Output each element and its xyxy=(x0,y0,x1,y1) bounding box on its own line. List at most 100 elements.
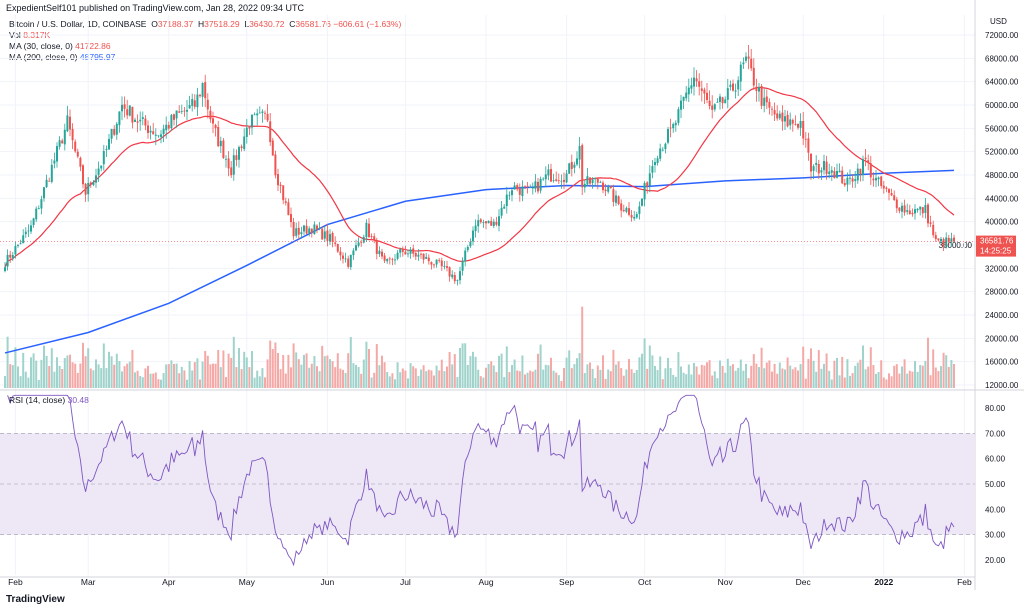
candle-body xyxy=(35,208,38,220)
volume-bar xyxy=(391,373,394,388)
candle-body xyxy=(282,185,285,201)
candle-body xyxy=(823,161,825,171)
candle-body xyxy=(568,163,571,174)
candle-body xyxy=(373,236,376,240)
volume-bar xyxy=(518,371,521,388)
volume-bar xyxy=(414,368,417,388)
candle-body xyxy=(669,127,672,129)
volume-bar xyxy=(843,377,846,388)
volume-bar xyxy=(459,347,461,388)
candle-body xyxy=(544,174,547,180)
candle-body xyxy=(170,114,173,129)
candle-body xyxy=(726,88,729,100)
volume-bar xyxy=(425,371,428,388)
candle-body xyxy=(147,125,149,133)
price-tick: 72000.00 xyxy=(985,31,1019,40)
volume-bar xyxy=(617,361,620,388)
tradingview-logo[interactable]: TradingView xyxy=(6,594,65,605)
volume-bar xyxy=(685,374,688,388)
candle-body xyxy=(253,114,256,116)
legend-ma30[interactable]: MA (30, close, 0) 41722.86 xyxy=(9,41,111,51)
candle-body xyxy=(812,166,815,171)
candle-body xyxy=(334,242,337,244)
candle-body xyxy=(708,100,711,107)
volume-bar xyxy=(446,366,448,388)
volume-bar xyxy=(323,356,326,388)
volume-bar xyxy=(27,377,30,388)
volume-bar xyxy=(492,365,495,388)
candle-body xyxy=(50,164,53,182)
volume-bar xyxy=(940,366,942,388)
candle-body xyxy=(695,78,698,82)
candle-body xyxy=(916,208,919,211)
legend-ma200[interactable]: MA (200, close, 0) 48795.97 xyxy=(9,52,115,62)
candle-body xyxy=(305,225,308,234)
price-tick: 28000.00 xyxy=(985,288,1019,297)
volume-bar xyxy=(344,372,347,388)
candle-body xyxy=(503,206,506,209)
volume-bar xyxy=(615,364,617,388)
candle-body xyxy=(721,97,724,104)
volume-bar xyxy=(693,362,695,388)
volume-bar xyxy=(581,306,584,388)
candle-body xyxy=(131,106,134,123)
candle-body xyxy=(854,179,857,181)
volume-bar xyxy=(687,364,690,388)
candle-body xyxy=(700,88,703,91)
volume-bar xyxy=(898,373,901,388)
candle-body xyxy=(934,235,937,239)
candle-body xyxy=(238,147,240,160)
volume-bar xyxy=(32,353,35,388)
legend-rsi[interactable]: RSI (14, close) 30.48 xyxy=(9,395,89,405)
volume-bar xyxy=(888,373,890,388)
candle-body xyxy=(885,187,888,189)
volume-bar xyxy=(932,349,935,388)
candle-body xyxy=(594,177,597,180)
volume-bar xyxy=(292,343,295,388)
candle-body xyxy=(942,238,945,247)
volume-bar xyxy=(217,349,220,388)
volume-bar xyxy=(661,379,664,388)
volume-bar xyxy=(607,369,610,388)
candle-body xyxy=(596,178,599,183)
volume-bar xyxy=(79,363,82,388)
volume-bar xyxy=(729,365,732,388)
volume-bar xyxy=(700,364,703,388)
symbol-name[interactable]: Bitcoin / U.S. Dollar, 1D, COINBASE xyxy=(9,19,147,29)
volume-bar xyxy=(674,376,677,388)
candle-body xyxy=(804,138,807,140)
volume-bar xyxy=(838,375,841,388)
candle-body xyxy=(56,146,58,162)
volume-bar xyxy=(726,358,729,388)
candle-body xyxy=(183,110,186,112)
volume-bar xyxy=(706,362,708,388)
volume-bar xyxy=(856,362,859,388)
candle-body xyxy=(742,62,745,65)
candle-body xyxy=(318,227,321,229)
volume-bar xyxy=(477,369,480,388)
volume-bar xyxy=(524,374,526,388)
candle-body xyxy=(893,195,896,201)
candle-body xyxy=(287,202,290,216)
volume-bar xyxy=(854,365,857,388)
candle-body xyxy=(872,178,875,181)
candle-body xyxy=(128,105,131,116)
volume-bar xyxy=(859,359,862,388)
volume-bar xyxy=(557,375,560,388)
volume-bar xyxy=(360,373,363,388)
volume-bar xyxy=(206,355,209,388)
volume-bar xyxy=(448,352,451,388)
candle-body xyxy=(95,175,97,183)
volume-bar xyxy=(63,358,66,388)
candle-body xyxy=(487,220,490,224)
volume-bar xyxy=(157,379,160,388)
candle-body xyxy=(232,155,235,175)
candle-body xyxy=(191,99,194,106)
candle-body xyxy=(716,101,719,103)
candle-body xyxy=(412,248,415,254)
candle-body xyxy=(750,58,753,69)
candle-body xyxy=(888,189,890,193)
candle-body xyxy=(63,129,66,145)
candle-body xyxy=(789,119,792,126)
